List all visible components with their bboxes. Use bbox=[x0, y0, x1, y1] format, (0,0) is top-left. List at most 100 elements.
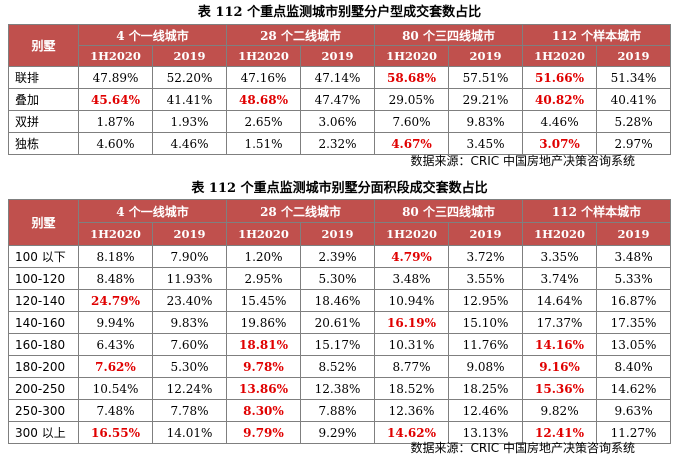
value-cell: 1.20% bbox=[226, 245, 301, 268]
value-cell: 17.37% bbox=[522, 311, 598, 334]
value-cell: 19.86% bbox=[226, 311, 301, 334]
row-label: 100-120 bbox=[8, 267, 79, 290]
group-header: 80 个三四线城市 bbox=[374, 199, 524, 223]
row-label: 180-200 bbox=[8, 355, 79, 378]
group-header: 28 个二线城市 bbox=[225, 24, 376, 46]
period-header: 2019 bbox=[299, 222, 376, 246]
value-cell: 11.93% bbox=[152, 267, 227, 290]
row-label: 140-160 bbox=[8, 311, 79, 334]
value-cell: 3.35% bbox=[522, 245, 598, 268]
group-header: 28 个二线城市 bbox=[225, 199, 376, 223]
highlighted-value-cell: 9.16% bbox=[522, 355, 598, 378]
highlighted-value-cell: 16.55% bbox=[78, 421, 153, 444]
value-cell: 12.46% bbox=[448, 399, 524, 422]
value-cell: 2.97% bbox=[596, 132, 672, 155]
value-cell: 9.83% bbox=[152, 311, 227, 334]
row-label: 120-140 bbox=[8, 289, 79, 312]
value-cell: 7.48% bbox=[78, 399, 153, 422]
value-cell: 2.32% bbox=[299, 132, 376, 155]
value-cell: 1.51% bbox=[226, 132, 301, 155]
value-cell: 12.38% bbox=[299, 377, 376, 400]
period-header: 1H2020 bbox=[522, 45, 598, 67]
value-cell: 2.65% bbox=[226, 110, 301, 133]
table1-housetype-share: 别墅 4 个一线城市 28 个二线城市 80 个三四线城市 112 个样本城市 1H202… bbox=[8, 24, 672, 155]
header-row-periods: 1H2020 2019 1H2020 2019 1H2020 2019 1H2020 2019 bbox=[9, 222, 672, 246]
table-row: 180-200 7.62% 5.30% 9.78% 8.52% 8.77% 9.08% 9.1… bbox=[8, 355, 672, 378]
value-cell: 8.52% bbox=[299, 355, 376, 378]
table-row: 160-180 6.43% 7.60% 18.81% 15.17% 10.31% 11.76… bbox=[8, 333, 672, 356]
period-header: 2019 bbox=[596, 222, 672, 246]
period-header: 2019 bbox=[299, 45, 376, 67]
value-cell: 6.43% bbox=[78, 333, 153, 356]
period-header: 1H2020 bbox=[226, 222, 301, 246]
highlighted-value-cell: 14.16% bbox=[522, 333, 598, 356]
value-cell: 41.41% bbox=[152, 88, 227, 111]
row-label: 300 以上 bbox=[8, 421, 79, 444]
period-header: 2019 bbox=[152, 45, 227, 67]
value-cell: 9.83% bbox=[448, 110, 524, 133]
highlighted-value-cell: 14.62% bbox=[374, 421, 450, 444]
value-cell: 7.88% bbox=[299, 399, 376, 422]
period-header: 1H2020 bbox=[374, 45, 450, 67]
value-cell: 12.36% bbox=[374, 399, 450, 422]
value-cell: 29.21% bbox=[448, 88, 524, 111]
table-row: 叠加 45.64% 41.41% 48.68% 47.47% 29.05% 29.21% 40… bbox=[8, 88, 672, 111]
group-header: 4 个一线城市 bbox=[78, 24, 227, 46]
value-cell: 2.39% bbox=[299, 245, 376, 268]
value-cell: 15.17% bbox=[299, 333, 376, 356]
value-cell: 23.40% bbox=[152, 289, 227, 312]
value-cell: 20.61% bbox=[299, 311, 376, 334]
header-row-groups: 别墅 4 个一线城市 28 个二线城市 80 个三四线城市 112 个样本城市 bbox=[8, 199, 672, 246]
value-cell: 7.60% bbox=[152, 333, 227, 356]
period-header: 1H2020 bbox=[226, 45, 301, 67]
highlighted-value-cell: 15.36% bbox=[522, 377, 598, 400]
value-cell: 7.60% bbox=[374, 110, 450, 133]
period-header: 1H2020 bbox=[522, 222, 598, 246]
value-cell: 5.30% bbox=[299, 267, 376, 290]
value-cell: 9.29% bbox=[299, 421, 376, 444]
table1-source: 数据来源：CRIC 中国房地产决策咨询系统 bbox=[410, 154, 635, 168]
value-cell: 47.89% bbox=[78, 66, 153, 89]
row-label: 100 以下 bbox=[8, 245, 79, 268]
period-header: 2019 bbox=[152, 222, 227, 246]
value-cell: 4.60% bbox=[78, 132, 153, 155]
value-cell: 14.64% bbox=[522, 289, 598, 312]
header-row-periods: 1H2020 2019 1H2020 2019 1H2020 2019 1H2020 2019 bbox=[9, 45, 672, 67]
table2-area-share: 别墅 4 个一线城市 28 个二线城市 80 个三四线城市 112 个样本城市 1H202… bbox=[8, 199, 672, 444]
highlighted-value-cell: 12.41% bbox=[522, 421, 598, 444]
row-label: 双拼 bbox=[8, 110, 79, 133]
value-cell: 9.82% bbox=[522, 399, 598, 422]
value-cell: 8.40% bbox=[596, 355, 672, 378]
value-cell: 18.25% bbox=[448, 377, 524, 400]
table-row: 250-300 7.48% 7.78% 8.30% 7.88% 12.36% 12.46% 9… bbox=[8, 399, 672, 422]
value-cell: 1.87% bbox=[78, 110, 153, 133]
value-cell: 1.93% bbox=[152, 110, 227, 133]
value-cell: 9.08% bbox=[448, 355, 524, 378]
value-cell: 7.90% bbox=[152, 245, 227, 268]
header-row-groups: 别墅 4 个一线城市 28 个二线城市 80 个三四线城市 112 个样本城市 bbox=[8, 24, 672, 67]
group-header: 112 个样本城市 bbox=[522, 24, 672, 46]
table2-source: 数据来源：CRIC 中国房地产决策咨询系统 bbox=[410, 441, 635, 455]
value-cell: 5.30% bbox=[152, 355, 227, 378]
group-header: 4 个一线城市 bbox=[78, 199, 227, 223]
highlighted-value-cell: 13.86% bbox=[226, 377, 301, 400]
table1-title: 表 112 个重点监测城市别墅分户型成交套数占比 bbox=[197, 5, 482, 20]
value-cell: 18.52% bbox=[374, 377, 450, 400]
value-cell: 12.95% bbox=[448, 289, 524, 312]
value-cell: 52.20% bbox=[152, 66, 227, 89]
table-row: 300 以上 16.55% 14.01% 9.79% 9.29% 14.62% 13.13%… bbox=[8, 421, 672, 444]
value-cell: 11.27% bbox=[596, 421, 672, 444]
value-cell: 8.18% bbox=[78, 245, 153, 268]
value-cell: 13.13% bbox=[448, 421, 524, 444]
value-cell: 2.95% bbox=[226, 267, 301, 290]
highlighted-value-cell: 9.78% bbox=[226, 355, 301, 378]
row-label: 250-300 bbox=[8, 399, 79, 422]
value-cell: 8.48% bbox=[78, 267, 153, 290]
row-label: 200-250 bbox=[8, 377, 79, 400]
row-label: 叠加 bbox=[8, 88, 79, 111]
value-cell: 11.76% bbox=[448, 333, 524, 356]
value-cell: 47.47% bbox=[299, 88, 376, 111]
value-cell: 8.77% bbox=[374, 355, 450, 378]
value-cell: 10.94% bbox=[374, 289, 450, 312]
table-row: 双拼 1.87% 1.93% 2.65% 3.06% 7.60% 9.83% 4.46% 5.2… bbox=[8, 110, 672, 133]
